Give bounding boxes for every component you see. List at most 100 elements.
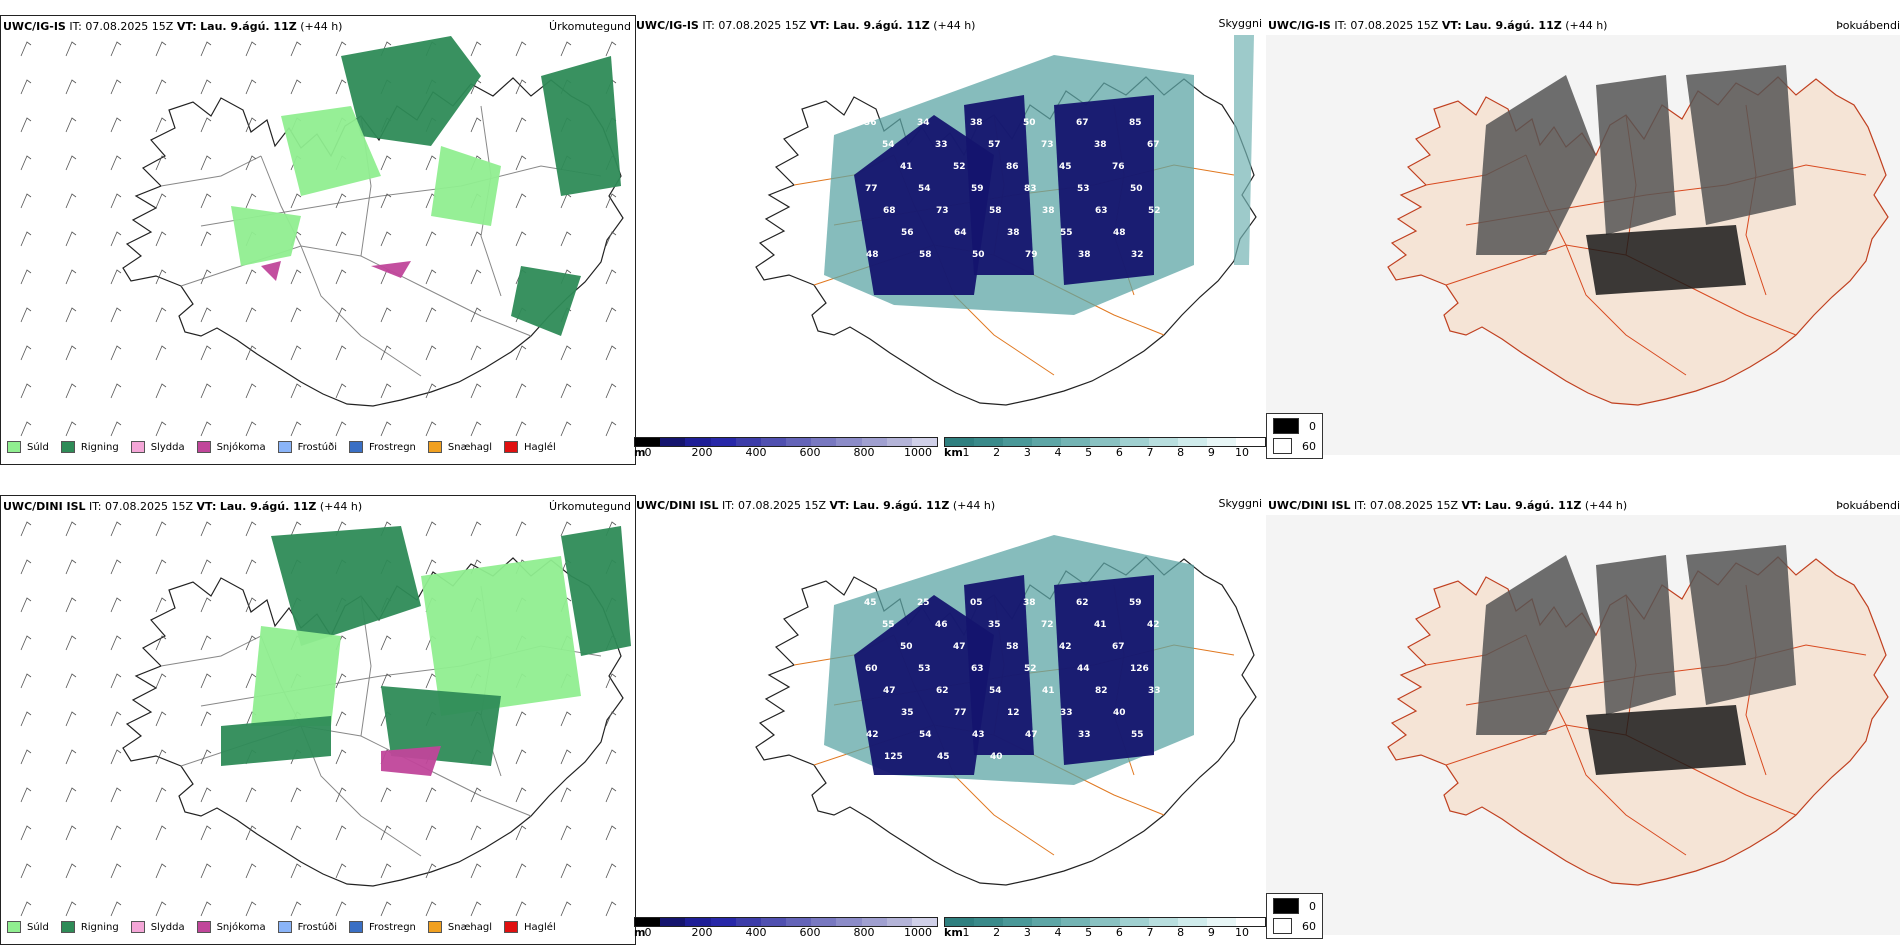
wind-barb xyxy=(155,787,167,803)
wind-barb xyxy=(470,383,482,399)
wind-barb xyxy=(335,673,347,689)
wind-barb xyxy=(245,521,257,537)
colorbar-tick: 1 xyxy=(962,446,970,459)
cloudbase-label: 41 xyxy=(1042,686,1055,696)
legend-label: Súld xyxy=(27,921,49,933)
wind-barb xyxy=(560,345,572,361)
precip-legend-item: Snjókoma xyxy=(196,441,266,453)
colorbar-tick: 0 xyxy=(644,446,652,459)
colorbar-tick: 5 xyxy=(1085,926,1093,939)
wind-barb xyxy=(155,307,167,323)
precip-legend-item: Haglél xyxy=(504,441,556,453)
wind-barb xyxy=(560,711,572,727)
cloudbase-label: 38 xyxy=(1078,250,1091,260)
legend-swatch xyxy=(196,441,211,453)
wind-barb xyxy=(515,383,527,399)
legend-swatch xyxy=(349,441,363,453)
precip-area xyxy=(271,526,421,646)
wind-barb xyxy=(290,787,302,803)
wind-barb xyxy=(560,825,572,841)
precip-area xyxy=(371,261,411,278)
wind-barb xyxy=(200,79,212,95)
fog-map-row2 xyxy=(1266,515,1900,935)
wind-barb xyxy=(425,307,437,323)
wind-barb xyxy=(335,269,347,285)
colorbar-tick: 10 xyxy=(1235,926,1249,939)
cloudbase-label: 42 xyxy=(866,730,879,740)
cloudbase-label: 54 xyxy=(918,184,931,194)
wind-barb xyxy=(155,155,167,171)
cloudbase-label: 48 xyxy=(1113,228,1126,238)
cloudbase-label: 38 xyxy=(1007,228,1020,238)
colorbar-tick: 0 xyxy=(644,926,652,939)
wind-barb xyxy=(425,825,437,841)
wind-barb xyxy=(290,863,302,879)
legend-swatch xyxy=(277,921,292,933)
wind-barb xyxy=(425,383,437,399)
wind-barb xyxy=(470,117,482,133)
colorbar-tick: 7 xyxy=(1146,446,1154,459)
wind-barb xyxy=(155,231,167,247)
wind-barb xyxy=(20,749,32,765)
wind-barb xyxy=(290,383,302,399)
wind-barb xyxy=(245,155,257,171)
wind-barb xyxy=(335,193,347,209)
colorbar-segment xyxy=(836,918,862,926)
colorbar-segment xyxy=(1032,438,1062,446)
cloudbase-label: 126 xyxy=(1130,664,1149,674)
precip-legend-item: Snæhagl xyxy=(427,921,492,933)
wind-barb xyxy=(110,635,122,651)
wind-barb xyxy=(200,673,212,689)
wind-barb xyxy=(560,521,572,537)
wind-barb xyxy=(245,825,257,841)
colorbar-segment xyxy=(1090,438,1120,446)
colorbar-tick: 8 xyxy=(1177,926,1185,939)
cloudbase-label: 33 xyxy=(1148,686,1161,696)
wind-barb xyxy=(425,673,437,689)
wind-barb xyxy=(200,383,212,399)
fog-header-row1: UWC/IG-IS IT: 07.08.2025 15Z VT: Lau. 9.… xyxy=(1268,19,1608,32)
wind-barb xyxy=(605,345,617,361)
wind-barb xyxy=(380,155,392,171)
wind-barb xyxy=(200,901,212,917)
legend-label: Frostregn xyxy=(369,921,416,933)
wind-barb xyxy=(515,901,527,917)
wind-barb xyxy=(65,117,77,133)
wind-barb xyxy=(65,79,77,95)
cloudbase-label: 57 xyxy=(988,140,1001,150)
colorbar-tick: 5 xyxy=(1085,446,1093,459)
wind-barb xyxy=(65,193,77,209)
wind-barb xyxy=(335,825,347,841)
wind-barb xyxy=(200,521,212,537)
cloudbase-area xyxy=(854,595,994,775)
cloudbase-label: 44 xyxy=(1077,664,1090,674)
wind-barb xyxy=(20,673,32,689)
wind-barb xyxy=(425,863,437,879)
fog-legend-row1: 0 60 xyxy=(1266,413,1323,459)
colorbar-segment xyxy=(974,438,1004,446)
cloudbase-area xyxy=(854,115,994,295)
fog-area xyxy=(1686,545,1796,705)
cloudbase-label: 52 xyxy=(1148,206,1161,216)
wind-barb xyxy=(20,345,32,361)
wind-barb xyxy=(290,825,302,841)
cloudbase-label: 33 xyxy=(1078,730,1091,740)
colorbar-segment xyxy=(886,438,912,446)
wind-barb xyxy=(20,559,32,575)
colorbar-tick: 800 xyxy=(853,446,875,459)
wind-barb xyxy=(605,193,617,209)
wind-barb xyxy=(515,117,527,133)
cloudbase-label: 45 xyxy=(1059,162,1072,172)
cloudbase-label: 35 xyxy=(901,708,914,718)
wind-barb xyxy=(245,863,257,879)
precip-area xyxy=(381,746,441,776)
colorbar-segment xyxy=(886,918,912,926)
colorbar-segment xyxy=(635,438,661,446)
wind-barb xyxy=(425,901,437,917)
wind-barb xyxy=(425,155,437,171)
colorbar-tick: 200 xyxy=(691,446,713,459)
fog-legend-label: 0 xyxy=(1309,899,1316,913)
colorbar-tick: 3 xyxy=(1023,926,1031,939)
precip-area xyxy=(281,106,381,196)
colorbar-tick: 9 xyxy=(1207,926,1215,939)
